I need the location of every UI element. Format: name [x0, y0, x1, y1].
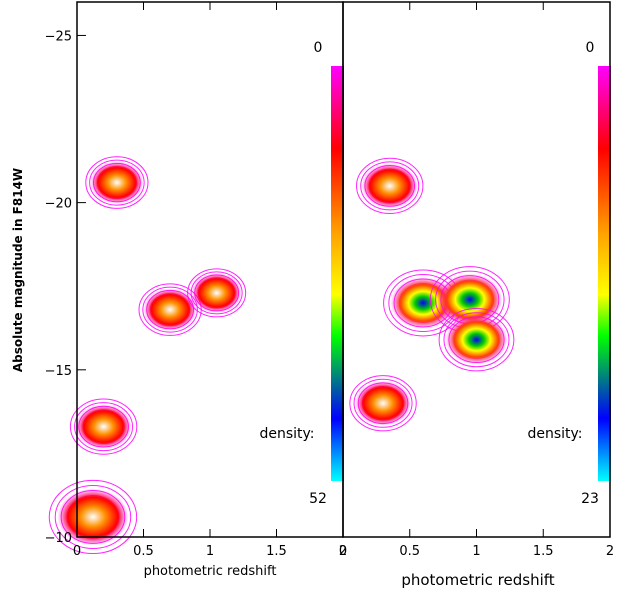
left-contour-ring	[74, 402, 134, 452]
left-x-tick-label: 1.5	[266, 544, 287, 559]
right-density-blob	[390, 276, 456, 329]
right-contour-ring	[360, 161, 420, 211]
right-colorbar	[598, 66, 611, 481]
right-panel: 0 0.5 1 1.5 2 0 density: 23 photometric reds…	[339, 1, 614, 589]
right-x-tick-label: 2	[606, 544, 614, 559]
left-density-blob	[191, 272, 242, 313]
right-density-blob	[355, 380, 412, 426]
left-colorbar-top-label: 0	[314, 40, 323, 56]
left-contour-ring	[89, 159, 145, 206]
right-colorbar-bottom-label: 23	[581, 491, 599, 507]
left-axis-ticks: 0 0.5 1 1.5 2 −25 −20 −15 −10	[45, 2, 347, 559]
right-axis-ticks: 0 0.5 1 1.5 2	[339, 2, 614, 559]
left-x-tick-label: 0	[73, 544, 81, 559]
y-tick-label: −25	[45, 29, 72, 44]
left-x-axis-label: photometric redshift	[144, 564, 277, 579]
left-density-blob	[75, 404, 132, 450]
right-contour-ring	[356, 157, 424, 215]
left-x-tick-label: 1	[206, 544, 214, 559]
y-axis-label: Absolute magnitude in F814W	[11, 168, 25, 372]
left-colorbar	[331, 66, 344, 481]
left-contour-ring	[142, 286, 198, 333]
left-contour-ring	[85, 156, 149, 209]
left-x-tick-label: 0.5	[133, 544, 154, 559]
y-tick-label: −10	[45, 531, 72, 546]
right-density-blob	[445, 314, 508, 365]
right-x-tick-label: 1	[472, 544, 480, 559]
right-plot-frame	[342, 1, 611, 538]
left-density-blob	[57, 488, 129, 546]
right-contour-ring	[443, 312, 510, 368]
left-contour-ring	[187, 268, 247, 318]
right-contour-ring	[349, 375, 417, 432]
right-contour-ring	[438, 308, 515, 372]
left-contour-ring	[190, 271, 243, 315]
left-density-label: density:	[259, 426, 314, 442]
right-colorbar-top-label: 0	[586, 40, 595, 56]
left-density-blob	[90, 161, 144, 204]
right-contour-ring	[353, 378, 413, 428]
left-contour-ring	[54, 484, 132, 549]
right-density-blob	[437, 273, 503, 326]
right-x-tick-label: 0	[339, 544, 347, 559]
right-x-axis-label: photometric redshift	[401, 571, 554, 589]
left-colorbar-bottom-label: 52	[309, 491, 327, 507]
right-density-blob	[361, 163, 418, 209]
left-x-tick-label: 2	[339, 544, 347, 559]
y-tick-label: −20	[45, 197, 72, 212]
right-x-tick-label: 1.5	[533, 544, 554, 559]
left-contour-ring	[69, 398, 138, 455]
right-density-label: density:	[527, 426, 582, 442]
right-x-tick-label: 0.5	[399, 544, 420, 559]
left-density-blob	[143, 288, 197, 331]
left-panel: 0 0.5 1 1.5 2 −25 −20 −15 −10 0 density: 52 phot…	[11, 1, 347, 579]
left-contour-ring	[48, 479, 138, 555]
left-density-contours	[48, 156, 247, 555]
right-density-contours	[349, 157, 515, 432]
y-tick-label: −15	[45, 364, 72, 379]
